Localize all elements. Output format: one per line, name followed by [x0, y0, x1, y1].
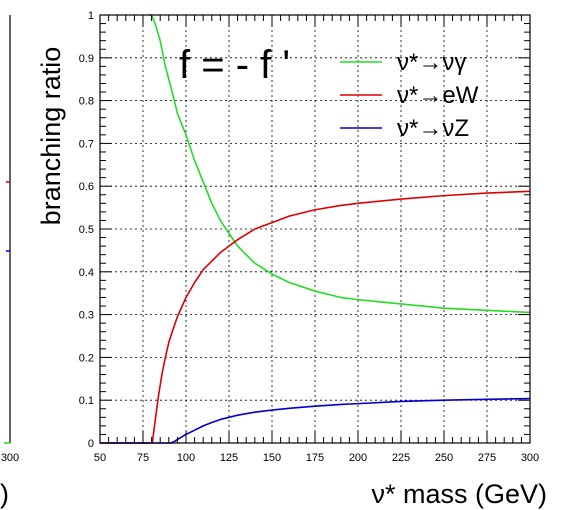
legend-label-0: ν*→νγ	[397, 49, 466, 76]
x-tick-label: 225	[392, 452, 410, 464]
x-tick-label: 50	[94, 452, 106, 464]
series-line-0	[148, 14, 531, 314]
x-tick-label: 300	[521, 452, 539, 464]
x-tick-label: 150	[263, 452, 281, 464]
y-tick-label: 0.7	[79, 138, 94, 150]
left-panel-fragment: 300 )	[0, 15, 19, 509]
series-layer	[100, 14, 531, 444]
grid	[100, 15, 530, 443]
y-tick-label: 0	[88, 438, 94, 450]
y-tick-label: 1	[88, 10, 94, 22]
tick-labels: 50 75 100 125 150 175 200 225 250 275 300 0 0.1 0.2 0.…	[79, 10, 539, 464]
y-tick-label: 0.1	[79, 395, 94, 407]
legend-label-2: ν*→νZ	[397, 115, 469, 142]
left-panel-xlabel-tail: )	[0, 479, 9, 509]
x-tick-label: 100	[177, 452, 195, 464]
x-tick-label: 175	[306, 452, 324, 464]
y-tick-label: 0.9	[79, 53, 94, 65]
x-tick-label: 75	[137, 452, 149, 464]
y-tick-label: 0.4	[79, 267, 94, 279]
y-tick-label: 0.6	[79, 181, 94, 193]
x-tick-label: 125	[220, 452, 238, 464]
y-axis-label: branching ratio	[36, 47, 66, 226]
series-line-1	[100, 190, 531, 444]
series-line-2	[100, 397, 531, 444]
legend-label-1: ν*→eW	[397, 82, 479, 109]
x-tick-label: 250	[435, 452, 453, 464]
y-tick-label: 0.5	[79, 224, 94, 236]
left-panel-x-tick: 300	[1, 452, 19, 464]
x-axis-label: ν* mass (GeV)	[371, 479, 547, 509]
legend: ν*→νγ ν*→eW ν*→νZ	[340, 49, 479, 142]
y-tick-label: 0.2	[79, 352, 94, 364]
x-tick-label: 275	[478, 452, 496, 464]
y-tick-label: 0.3	[79, 310, 94, 322]
axis-ticks	[99, 14, 531, 444]
x-tick-label: 200	[349, 452, 367, 464]
y-tick-label: 0.8	[79, 96, 94, 108]
chart-title: f = - f '	[179, 43, 290, 87]
